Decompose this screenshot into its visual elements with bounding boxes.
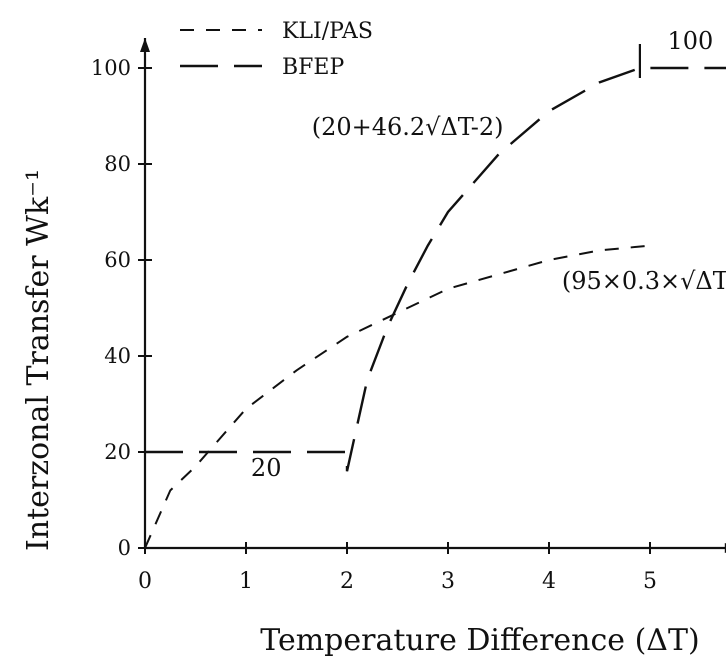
x-tick-label: 1 bbox=[239, 569, 253, 594]
x-axis-label: Temperature Difference (ΔT) bbox=[260, 623, 699, 658]
x-tick-label: 2 bbox=[340, 569, 354, 594]
annotation-label: 20 bbox=[251, 454, 282, 482]
axes bbox=[140, 38, 726, 553]
ticks: 0 1 2 3 4 5 0 20 40 60 80 100 bbox=[91, 56, 657, 594]
y-axis-label: Interzonal Transfer Wk⁻¹ bbox=[21, 169, 56, 551]
x-tick-label: 3 bbox=[441, 569, 455, 594]
annotations: (20+46.2√ΔT-2) (95×0.3×√ΔT) 20 100 bbox=[251, 27, 726, 482]
x-tick-label: 4 bbox=[542, 569, 556, 594]
y-axis-arrow bbox=[140, 38, 150, 52]
legend-label: BFEP bbox=[282, 55, 344, 80]
legend-label: KLI/PAS bbox=[282, 19, 373, 44]
legend: KLI/PAS BFEP bbox=[180, 19, 373, 80]
y-tick-label: 0 bbox=[118, 536, 131, 560]
annotation-label: 100 bbox=[667, 27, 713, 55]
annotation-label: (95×0.3×√ΔT) bbox=[562, 267, 726, 295]
annotation-label: (20+46.2√ΔT-2) bbox=[312, 113, 504, 141]
series-line-kli-pas bbox=[144, 244, 651, 549]
x-tick-label: 0 bbox=[138, 569, 152, 594]
series bbox=[144, 44, 726, 549]
y-tick-label: 100 bbox=[91, 56, 131, 80]
x-tick-label: 5 bbox=[643, 569, 657, 594]
y-tick-label: 40 bbox=[104, 344, 131, 368]
series-line-bfep bbox=[145, 66, 726, 472]
y-tick-label: 80 bbox=[104, 152, 131, 176]
y-tick-label: 60 bbox=[104, 248, 131, 272]
y-tick-label: 20 bbox=[104, 440, 131, 464]
